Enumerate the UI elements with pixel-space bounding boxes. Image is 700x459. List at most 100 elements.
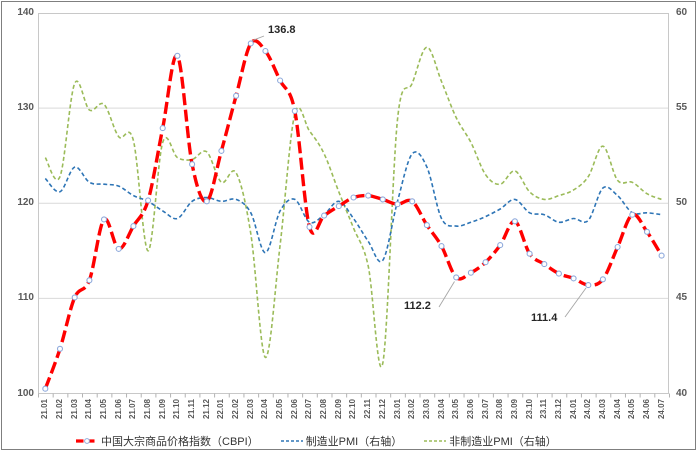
cbpi-point-marker <box>71 294 78 301</box>
x-axis-label: 21.02 <box>55 399 64 420</box>
x-axis-label: 23.08 <box>495 399 505 420</box>
annotation-label-22.03: 136.8 <box>268 24 296 36</box>
x-axis-label: 23.05 <box>451 399 461 420</box>
x-axis-ticks <box>38 393 670 398</box>
x-axis-label: 23.11 <box>539 399 549 419</box>
x-axis-label: 22.02 <box>231 399 241 420</box>
cbpi-point-marker <box>482 259 489 266</box>
cbpi-point-marker <box>614 243 621 251</box>
legend-label-nonmfg-pmi: 非制造业PMI（右轴） <box>449 436 557 448</box>
cbpi-point-marker <box>218 147 225 154</box>
y-axis-label-left: 140 <box>17 7 34 18</box>
annotation-leader <box>252 35 265 41</box>
x-axis-label: 24.06 <box>641 399 651 420</box>
x-axis-label: 22.08 <box>319 399 329 420</box>
cbpi-point-marker <box>394 201 401 208</box>
legend-item-nonmfg-pmi: 非制造业PMI（右轴） <box>424 433 557 449</box>
cbpi-point-marker <box>42 385 49 392</box>
cbpi-point-marker <box>56 345 64 352</box>
x-axis-label: 23.03 <box>421 399 431 420</box>
cbpi-point-marker <box>511 218 518 225</box>
x-axis-label: 24.02 <box>583 399 593 420</box>
x-axis-label: 23.12 <box>553 399 563 420</box>
x-axis-label: 22.04 <box>260 399 270 420</box>
cbpi-point-marker <box>453 274 460 281</box>
cbpi-point-marker <box>159 125 166 132</box>
x-axis-label: 21.09 <box>157 399 167 420</box>
cbpi-point-marker <box>365 192 372 199</box>
cbpi-point-marker <box>497 242 504 249</box>
y-axis-label-right: 60 <box>676 7 688 18</box>
gridlines <box>38 13 669 394</box>
cbpi-point-marker <box>570 275 577 282</box>
cbpi-point-marker <box>174 52 181 59</box>
data-point-markers <box>42 40 665 392</box>
cbpi-point-marker <box>599 276 606 283</box>
legend-label-cbpi: 中国大宗商品价格指数（CBPI） <box>101 436 259 448</box>
cbpi-point-marker <box>203 198 210 205</box>
x-axis-label: 24.07 <box>656 399 666 420</box>
plot-border <box>38 13 669 394</box>
x-axis-label: 22.03 <box>245 399 255 420</box>
x-axis-label: 21.11 <box>187 399 197 419</box>
y-axis-label-right: 45 <box>676 292 688 304</box>
y-axis-label-left: 120 <box>17 197 34 209</box>
legend: 中国大宗商品价格指数（CBPI） 制造业PMI（右轴） 非制造业PMI（右轴） <box>76 433 557 449</box>
x-axis-label: 21.10 <box>172 399 182 420</box>
cbpi-point-marker <box>306 223 313 231</box>
x-axis-label: 21.08 <box>143 399 153 420</box>
cbpi-point-marker <box>438 243 445 250</box>
x-axis-label: 22.12 <box>377 399 387 420</box>
cbpi-point-marker <box>291 107 298 115</box>
x-axis-label: 23.01 <box>392 399 402 420</box>
series-lines <box>43 38 664 390</box>
chart-border <box>1 1 696 450</box>
x-axis-label: 21.12 <box>201 399 211 420</box>
cbpi-point-marker <box>555 270 562 277</box>
annotation-leader <box>438 281 455 308</box>
cbpi-point-marker <box>643 228 651 235</box>
series-line-nonmfg-pmi <box>44 46 662 368</box>
x-axis-label: 23.09 <box>509 399 519 420</box>
cbpi-point-marker <box>115 245 122 252</box>
annotation-label-24.02: 111.4 <box>531 312 558 324</box>
x-axis-label: 23.07 <box>480 399 490 420</box>
cbpi-point-marker <box>526 250 533 257</box>
x-axis-label: 22.09 <box>333 399 343 420</box>
x-axis-label: 24.05 <box>627 399 637 420</box>
x-axis-label: 21.07 <box>128 399 138 420</box>
cbpi-point-marker <box>423 222 430 229</box>
x-axis-label: 23.04 <box>436 399 446 420</box>
cbpi-point-marker <box>262 47 269 55</box>
x-axis-label: 22.06 <box>289 399 299 420</box>
legend-swatch-cbpi-icon <box>76 438 98 444</box>
x-axis-label: 22.05 <box>275 399 285 420</box>
cbpi-point-marker <box>335 203 342 210</box>
x-axis-label: 24.01 <box>568 399 578 420</box>
cbpi-point-marker <box>233 92 240 99</box>
cbpi-point-marker <box>585 282 592 289</box>
x-axis-label: 21.06 <box>113 399 123 420</box>
x-axis-label: 23.06 <box>465 399 475 420</box>
x-axis-label: 24.03 <box>597 399 607 420</box>
cbpi-point-marker <box>350 194 357 201</box>
x-axis-label: 21.04 <box>84 399 94 420</box>
y-axis-label-right: 50 <box>676 197 688 209</box>
x-axis-label: 24.04 <box>612 399 622 420</box>
x-axis-label: 23.02 <box>407 399 417 420</box>
cbpi-point-marker <box>379 196 386 203</box>
legend-swatch-nonmfg-pmi-icon <box>424 440 447 442</box>
cbpi-point-marker <box>145 197 152 204</box>
cbpi-point-marker <box>321 212 328 219</box>
annotation-leaders <box>252 35 587 318</box>
legend-label-mfg-pmi: 制造业PMI（右轴） <box>305 436 403 448</box>
y-axis-label-right: 40 <box>676 387 688 399</box>
cbpi-point-marker <box>658 252 665 259</box>
plot-area <box>38 13 670 398</box>
x-axis-label: 22.10 <box>348 399 358 420</box>
cbpi-point-marker <box>247 40 254 47</box>
x-axis-label: 21.01 <box>40 399 50 420</box>
annotation-leader <box>564 287 587 318</box>
y-axis-label-left: 110 <box>17 292 34 304</box>
